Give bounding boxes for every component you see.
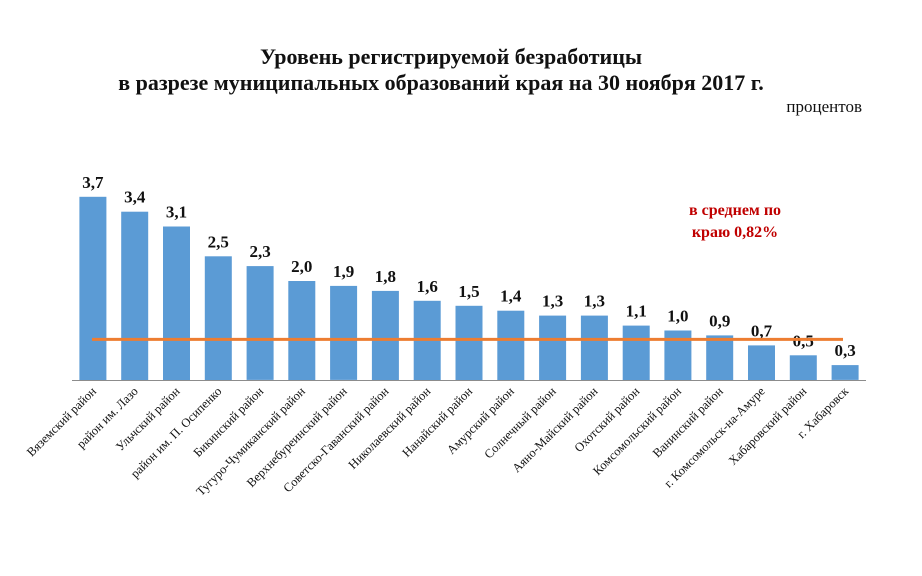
value-label-9: 1,6: [417, 277, 438, 296]
value-label-7: 1,9: [333, 262, 354, 281]
bar-7: [330, 285, 358, 380]
bar-8: [371, 290, 399, 380]
value-label-4: 2,5: [208, 232, 229, 251]
value-label-10: 1,5: [458, 282, 479, 301]
value-label-19: 0,3: [834, 341, 855, 360]
value-label-1: 3,7: [82, 173, 104, 192]
bar-12: [539, 315, 567, 380]
value-label-17: 0,7: [751, 321, 773, 340]
bar-1: [79, 196, 107, 380]
bar-19: [831, 365, 859, 380]
average-note-line-1: в среднем по: [688, 202, 782, 219]
category-label-16: Ванинский район: [650, 384, 726, 460]
bar-3: [163, 226, 190, 380]
units-label: процентов: [786, 97, 862, 116]
category-label-10: Нанайский район: [399, 384, 475, 460]
value-label-2: 3,4: [124, 188, 146, 207]
chart-title-line-2: в разрезе муниципальных образований края…: [118, 70, 764, 95]
bar-11: [497, 310, 525, 380]
average-note: в среднем по краю 0,82%: [660, 200, 810, 244]
value-label-12: 1,3: [542, 292, 563, 311]
value-label-8: 1,8: [375, 267, 396, 286]
value-label-15: 1,0: [667, 307, 688, 326]
bar-13: [580, 315, 608, 380]
bar-17: [748, 345, 775, 380]
value-label-14: 1,1: [626, 302, 647, 321]
bar-18: [789, 355, 817, 381]
category-label-12: Солнечный район: [482, 384, 559, 461]
bar-10: [455, 305, 483, 381]
value-label-6: 2,0: [291, 257, 312, 276]
category-label-18: Хабаровский район: [726, 384, 810, 468]
value-label-11: 1,4: [500, 287, 522, 306]
chart-title-line-1: Уровень регистрируемой безработицы: [259, 44, 643, 69]
value-label-16: 0,9: [709, 311, 730, 330]
bar-2: [121, 211, 149, 380]
bar-5: [246, 266, 274, 380]
bar-16: [706, 335, 734, 380]
average-note-line-2: краю 0,82%: [691, 224, 779, 241]
bar-6: [288, 281, 316, 380]
bar-4: [204, 256, 232, 381]
bar-14: [622, 325, 650, 381]
value-label-13: 1,3: [584, 292, 605, 311]
value-label-5: 2,3: [249, 242, 270, 261]
value-label-3: 3,1: [166, 203, 187, 222]
category-label-1: Вяземский район: [24, 384, 99, 459]
